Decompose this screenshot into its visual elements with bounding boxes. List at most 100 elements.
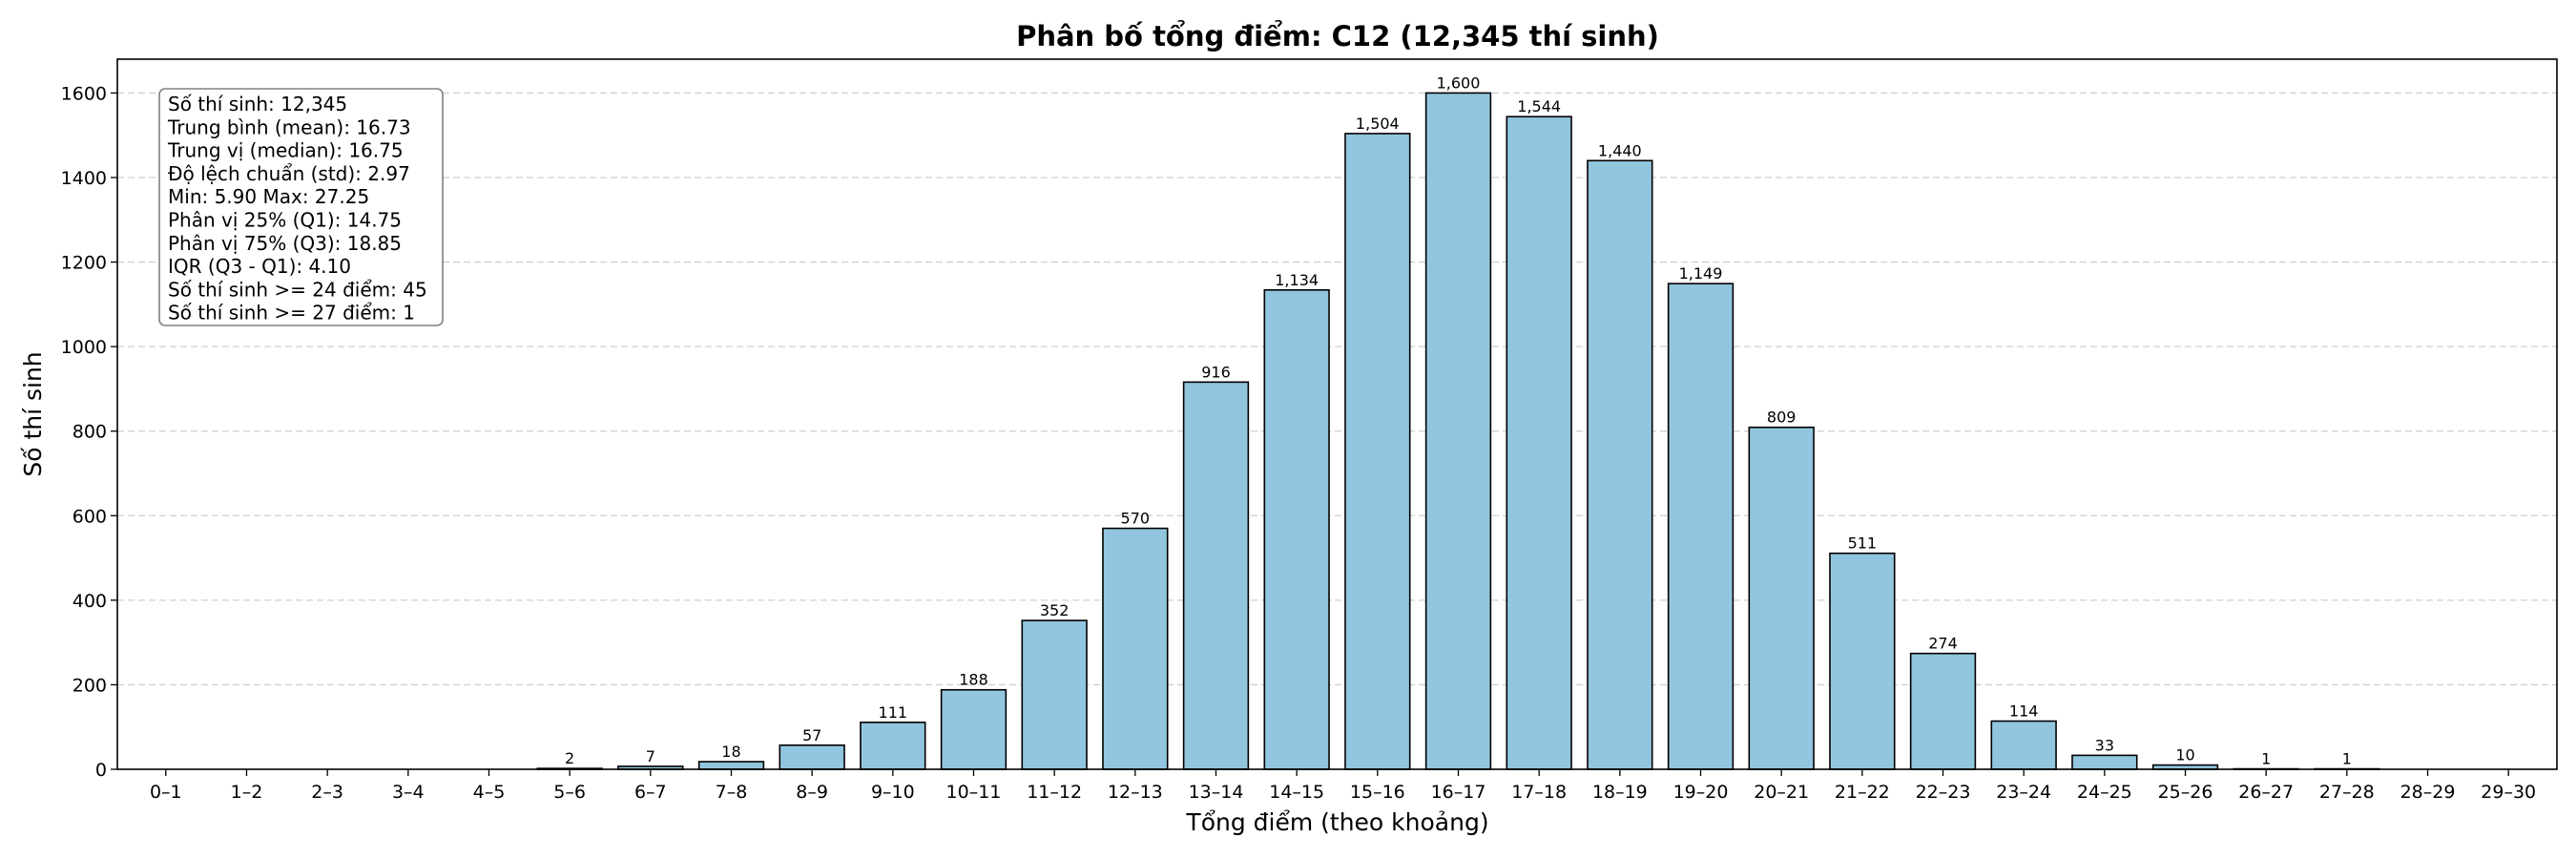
x-tick-label: 15–16 (1350, 782, 1405, 803)
x-tick-label: 17–18 (1511, 782, 1567, 803)
bar-value-label: 1,600 (1437, 73, 1481, 92)
x-tick-label: 10–11 (946, 782, 1002, 803)
x-tick-label: 0–1 (150, 782, 182, 803)
bar (1263, 288, 1330, 770)
y-axis-label: Số thí sinh (19, 351, 47, 476)
bar-value-label: 511 (1848, 534, 1878, 553)
bar (1344, 133, 1411, 770)
x-tick-label: 24–25 (2077, 782, 2132, 803)
statistics-line: IQR (Q3 - Q1): 4.10 (168, 255, 351, 278)
bars (536, 92, 2380, 770)
bar-value-label: 1,504 (1356, 115, 1400, 133)
x-tick-label: 5–6 (553, 782, 586, 803)
bar-value-label: 274 (1928, 635, 1958, 653)
bar (1748, 426, 1815, 770)
y-axis: 0 200 400 600 800 1000 1200 1400 1600 (61, 83, 117, 781)
bar-value-label: 1 (2261, 750, 2271, 768)
x-axis: 0–1 1–2 2–3 3–4 4–5 5–6 6–7 7–8 8–9 9–10 10–11 11–1… (150, 769, 2536, 803)
statistics-line: Độ lệch chuẩn (std): 2.97 (168, 162, 410, 185)
x-tick-label: 25–26 (2158, 782, 2213, 803)
statistics-line: Số thí sinh: 12,345 (168, 93, 347, 115)
x-tick-label: 8–9 (796, 782, 828, 803)
x-tick-label: 27–28 (2319, 782, 2375, 803)
x-tick-label: 26–27 (2238, 782, 2294, 803)
statistics-line: Phân vị 75% (Q3): 18.85 (168, 232, 402, 255)
statistics-line: Phân vị 25% (Q1): 14.75 (168, 209, 402, 232)
x-tick-label: 21–22 (1835, 782, 1890, 803)
statistics-line: Min: 5.90 Max: 27.25 (168, 185, 369, 208)
bar (1587, 159, 1653, 770)
bar-value-label: 2 (565, 749, 574, 767)
x-tick-label: 22–23 (1916, 782, 1971, 803)
y-tick-label: 800 (73, 422, 107, 443)
bar-value-label: 188 (959, 671, 988, 689)
bar (1021, 619, 1088, 770)
y-tick-label: 1000 (61, 337, 107, 358)
bar-value-label: 111 (879, 703, 908, 722)
plot-frame (116, 58, 2558, 770)
bar-value-label: 916 (1201, 363, 1231, 381)
x-tick-label: 13–14 (1189, 782, 1244, 803)
bar (1182, 381, 1250, 770)
x-tick-label: 11–12 (1027, 782, 1082, 803)
x-tick-label: 18–19 (1592, 782, 1648, 803)
bar-value-label: 1,134 (1275, 271, 1319, 289)
y-tick-label: 1600 (61, 83, 107, 104)
bar-value-label: 570 (1121, 510, 1151, 528)
bar-value-label: 1,440 (1598, 141, 1642, 159)
x-tick-label: 23–24 (1996, 782, 2051, 803)
bar-value-label: 352 (1040, 601, 1070, 619)
bar-value-label: 18 (721, 743, 740, 761)
bar-value-label: 10 (2175, 746, 2194, 765)
bar (1990, 720, 2057, 770)
bar-value-label: 1 (2342, 750, 2352, 768)
x-tick-label: 12–13 (1108, 782, 1163, 803)
statistics-line: Số thí sinh >= 24 điểm: 45 (168, 278, 427, 301)
x-tick-label: 3–4 (392, 782, 425, 803)
bar (860, 722, 926, 770)
bar (1506, 115, 1572, 770)
bar (697, 761, 765, 770)
x-tick-label: 4–5 (473, 782, 506, 803)
x-tick-label: 2–3 (311, 782, 343, 803)
statistics-line: Trung bình (mean): 16.73 (167, 115, 411, 138)
bar-value-labels: 2 7 18 57 111 188 352 570 916 1,134 1,504 1,600 1,54… (565, 73, 2352, 767)
y-tick-label: 1200 (61, 253, 107, 274)
y-tick-label: 1400 (61, 168, 107, 189)
bar-value-label: 57 (802, 726, 821, 744)
x-tick-label: 16–17 (1431, 782, 1486, 803)
x-tick-label: 19–20 (1673, 782, 1729, 803)
x-tick-label: 6–7 (634, 782, 667, 803)
bar (1909, 652, 1977, 770)
y-tick-label: 600 (73, 506, 107, 527)
x-tick-label: 14–15 (1269, 782, 1324, 803)
bar (1102, 527, 1169, 770)
x-tick-label: 1–2 (231, 782, 263, 803)
x-tick-label: 29–30 (2481, 782, 2536, 803)
x-tick-label: 28–29 (2400, 782, 2456, 803)
bar-value-label: 1,149 (1679, 264, 1723, 283)
bar-value-label: 809 (1767, 409, 1797, 427)
grid-lines (117, 92, 2557, 686)
x-tick-label: 20–21 (1754, 782, 1809, 803)
bar-value-label: 114 (2009, 702, 2039, 721)
bar (940, 688, 1008, 770)
bar-value-label: 33 (2095, 736, 2114, 754)
y-tick-label: 400 (73, 591, 107, 612)
bar (2071, 754, 2138, 770)
statistics-box-frame (158, 88, 444, 326)
y-tick-label: 200 (73, 675, 107, 696)
bar (1424, 92, 1492, 770)
bar-value-label: 7 (646, 747, 655, 765)
chart-title: Phân bố tổng điểm: C12 (12,345 thí sinh) (1016, 20, 1659, 52)
bar (1829, 552, 1896, 770)
x-tick-label: 9–10 (871, 782, 915, 803)
bar-value-label: 1,544 (1517, 97, 1561, 115)
bar (1667, 283, 1735, 770)
x-tick-label: 7–8 (716, 782, 748, 803)
statistics-line: Trung vị (median): 16.75 (167, 139, 404, 162)
bar (779, 744, 845, 770)
y-tick-label: 0 (95, 760, 107, 781)
